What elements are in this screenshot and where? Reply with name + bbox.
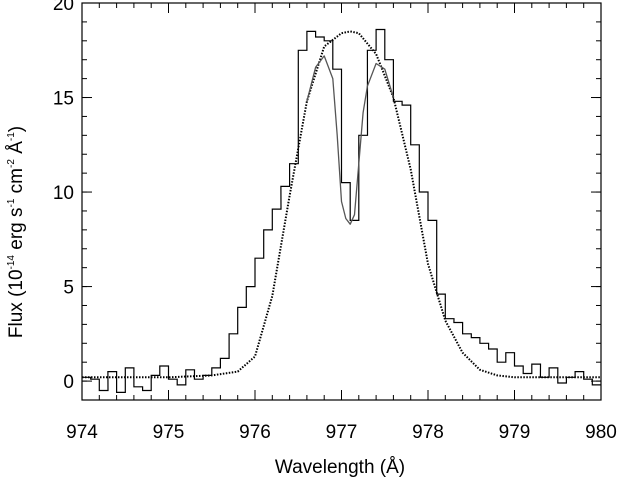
x-tick-label: 977: [326, 422, 358, 443]
plot-area: [82, 28, 601, 393]
x-tick-label: 978: [412, 422, 444, 443]
x-tick-label: 979: [499, 422, 531, 443]
series-model-gray: [306, 55, 395, 225]
y-tick-label: 0: [63, 372, 74, 393]
y-tick-label: 5: [63, 278, 74, 299]
y-label-text: Flux (10: [6, 269, 27, 338]
y-axis-label: Flux (10-14 erg s-1 cm-2 Å-1): [6, 126, 27, 338]
y-label-superscript: -2: [6, 159, 17, 168]
series-model-dotted: [82, 30, 601, 379]
y-label-text: erg s: [6, 207, 27, 255]
x-tick-label: 975: [153, 422, 185, 443]
x-tick-label: 980: [585, 422, 617, 443]
y-tick-label: 20: [53, 0, 74, 15]
axes: 974 975 976 977 978 979 980 0 5 10 15 20: [53, 0, 617, 443]
y-tick-label: 10: [53, 183, 74, 204]
y-label-superscript: -1: [6, 198, 17, 207]
y-label-superscript: -1: [6, 132, 17, 141]
x-tick-label: 974: [66, 422, 98, 443]
x-tick-label: 976: [239, 422, 271, 443]
y-label-superscript: -14: [6, 255, 17, 270]
y-label-text: cm: [6, 168, 27, 199]
y-label-text: ): [6, 126, 27, 132]
x-axis-label: Wavelength (Å): [275, 457, 405, 478]
y-label-text: Å: [6, 141, 27, 159]
y-tick-label: 15: [53, 89, 74, 110]
series-histogram: [82, 28, 601, 393]
